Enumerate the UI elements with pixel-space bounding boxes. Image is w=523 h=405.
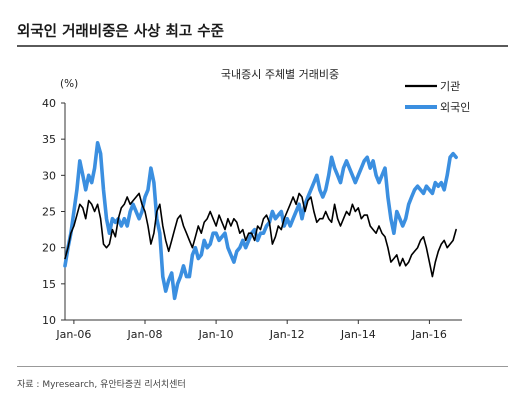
x-tick-label: Jan-06 <box>55 328 91 341</box>
y-tick-label: 35 <box>42 133 56 146</box>
source-note: 자료 : Myresearch, 유안타증권 리서치센터 <box>17 380 186 390</box>
y-tick-label: 40 <box>42 97 56 110</box>
y-axis-unit: (%) <box>60 78 78 90</box>
series-group <box>63 141 458 301</box>
series-line-institution <box>64 192 457 278</box>
y-tick-label: 25 <box>42 206 56 219</box>
legend-label-foreign: 외국인 <box>440 101 470 114</box>
y-tick-label: 15 <box>42 278 56 291</box>
y-tick-label: 20 <box>42 242 56 255</box>
title-divider <box>17 45 508 47</box>
chart-title: 국내증시 주체별 거래비중 <box>221 68 339 81</box>
y-tick-label: 10 <box>42 314 56 327</box>
x-tick-label: Jan-08 <box>127 328 163 341</box>
legend-label-institution: 기관 <box>440 80 460 93</box>
x-tick-group: Jan-06 Jan-08 Jan-10 Jan-12 Jan-14 Jan-16 <box>55 320 447 341</box>
series-line-foreign <box>63 141 458 301</box>
x-tick-label: Jan-10 <box>198 328 234 341</box>
y-tick-group: 10 15 20 25 30 35 40 <box>42 97 65 327</box>
y-tick-label: 30 <box>42 169 56 182</box>
x-tick-label: Jan-12 <box>269 328 305 341</box>
x-tick-label: Jan-16 <box>411 328 447 341</box>
page-title: 외국인 거래비중은 사상 최고 수준 <box>17 24 224 40</box>
footer-divider <box>17 366 508 367</box>
legend: 기관 외국인 <box>405 80 470 114</box>
x-tick-label: Jan-14 <box>340 328 376 341</box>
